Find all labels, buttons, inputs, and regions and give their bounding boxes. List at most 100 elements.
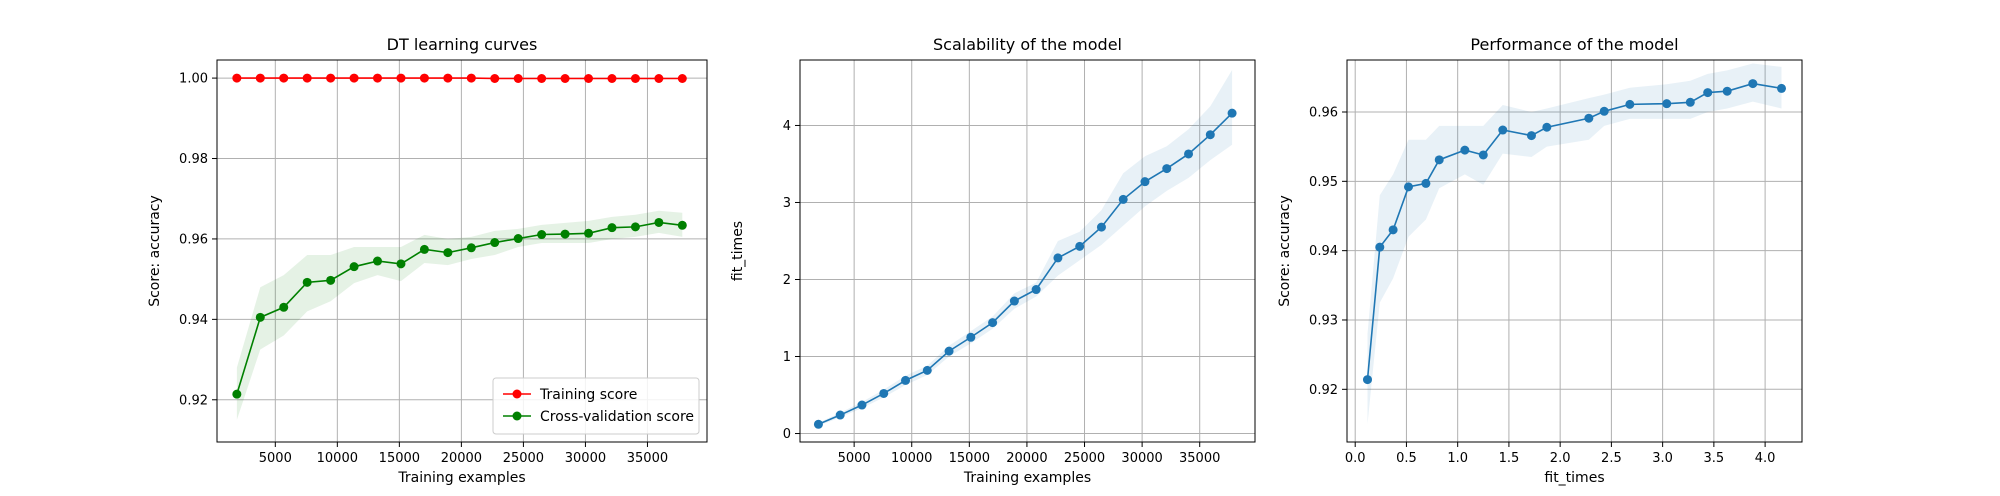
data-point [1584, 113, 1594, 123]
x-tick-label: 10000 [891, 451, 932, 466]
data-point [1140, 177, 1150, 187]
x-tick-label: 1.0 [1447, 451, 1468, 466]
confidence-band [1367, 63, 1782, 424]
y-tick-label: 0.96 [179, 232, 208, 247]
chart-title: Performance of the model [1470, 35, 1678, 54]
y-tick-label: 1.00 [179, 72, 208, 87]
data-point [1722, 86, 1732, 96]
learning-curves-panel: 5000 10000 15000 20000 25000 30000 35000 0.92 0.… [147, 35, 708, 486]
y-axis-label: Score: accuracy [147, 195, 163, 307]
x-axis-label: Training examples [397, 470, 525, 486]
data-point [1599, 106, 1609, 116]
data-point [584, 73, 594, 83]
data-point [1096, 222, 1106, 232]
data-point [279, 73, 289, 83]
data-point [302, 73, 312, 83]
data-point [988, 318, 998, 328]
x-tick-label: 3.0 [1652, 451, 1673, 466]
data-point [302, 277, 312, 287]
data-point [1498, 125, 1508, 135]
x-tick-label: 30000 [1121, 451, 1162, 466]
data-point [396, 259, 406, 269]
data-point [1526, 131, 1536, 141]
y-tick-label: 0.94 [1309, 244, 1338, 259]
x-tick-label: 1.5 [1499, 451, 1520, 466]
data-point [1685, 97, 1695, 107]
data-point [373, 73, 383, 83]
data-point [944, 346, 954, 356]
data-point [419, 244, 429, 254]
y-tick-label: 1 [783, 350, 791, 365]
y-tick-label: 0.93 [1309, 313, 1338, 328]
data-point [396, 73, 406, 83]
y-tick-label: 0.96 [1309, 105, 1338, 120]
data-point [857, 400, 867, 410]
data-point [1227, 108, 1237, 118]
data-point [879, 388, 889, 398]
x-tick-label: 15000 [949, 451, 990, 466]
legend-label: Cross-validation score [540, 409, 694, 425]
axes-frame [799, 59, 1256, 443]
y-tick-label: 2 [783, 273, 791, 288]
data-point [630, 222, 640, 232]
x-tick-label: 25000 [1064, 451, 1105, 466]
data-point [279, 302, 289, 312]
data-point [326, 73, 336, 83]
data-point [232, 73, 242, 83]
data-point [513, 234, 523, 244]
data-point [537, 230, 547, 240]
data-point [560, 229, 570, 239]
data-point [1118, 194, 1128, 204]
x-tick-label: 25000 [503, 451, 544, 466]
y-axis-label: Score: accuracy [1277, 195, 1293, 307]
data-point [560, 73, 570, 83]
data-point [490, 238, 500, 248]
data-point [513, 73, 523, 83]
x-tick-label: 15000 [379, 451, 420, 466]
data-point [630, 73, 640, 83]
legend-marker [512, 411, 522, 421]
data-point [1460, 145, 1470, 155]
data-point [1362, 375, 1372, 385]
x-tick-label: 0.5 [1396, 451, 1417, 466]
data-point [607, 73, 617, 83]
data-point [1388, 225, 1398, 235]
data-point [1053, 253, 1063, 263]
x-tick-label: 35000 [627, 451, 668, 466]
x-tick-label: 0.0 [1345, 451, 1366, 466]
data-point [654, 217, 664, 227]
data-point [443, 73, 453, 83]
data-point [677, 73, 687, 83]
y-axis-label: fit_times [730, 221, 746, 281]
data-point [1031, 285, 1041, 295]
data-point [466, 73, 476, 83]
legend: Training score Cross-validation score [492, 377, 700, 435]
data-point [584, 228, 594, 238]
scalability-panel: 5000 10000 15000 20000 25000 30000 35000 0 1 2 3 4 S… [730, 35, 1256, 486]
performance-panel: 0.0 0.5 1.0 1.5 2.0 2.5 3.0 3.5 4.0 0.92 0.93 0.94 0… [1277, 35, 1803, 486]
data-point [901, 375, 911, 385]
y-tick-label: 0 [783, 427, 791, 442]
data-point [255, 312, 265, 322]
data-point [349, 73, 359, 83]
data-point [607, 223, 617, 233]
confidence-band [818, 70, 1233, 426]
y-tick-label: 0.94 [179, 313, 208, 328]
data-point [677, 220, 687, 230]
data-point [1703, 88, 1713, 98]
x-axis-label: Training examples [963, 470, 1091, 486]
x-tick-label: 3.5 [1704, 451, 1725, 466]
data-point [466, 243, 476, 253]
data-point [443, 248, 453, 258]
data-point [419, 73, 429, 83]
chart-title: DT learning curves [387, 35, 538, 54]
data-point [966, 332, 976, 342]
data-point [255, 73, 265, 83]
y-tick-label: 4 [783, 119, 791, 134]
data-point [813, 419, 823, 429]
data-point [1542, 122, 1552, 132]
x-tick-label: 2.0 [1550, 451, 1571, 466]
data-point [1478, 150, 1488, 160]
data-point [1403, 182, 1413, 192]
